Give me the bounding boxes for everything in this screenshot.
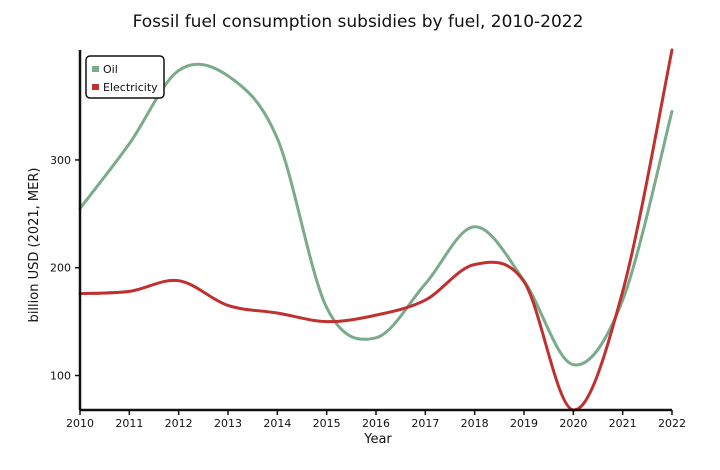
legend-swatch-electricity xyxy=(92,84,99,90)
x-tick-label: 2021 xyxy=(609,417,637,430)
y-ticks: 100 200 300 xyxy=(50,154,80,383)
legend: Oil Electricity xyxy=(85,55,165,99)
series-layer xyxy=(78,48,674,412)
chart-title: Fossil fuel consumption subsidies by fue… xyxy=(133,12,584,32)
legend-swatch-oil xyxy=(92,66,99,72)
x-tick-label: 2015 xyxy=(313,417,341,430)
y-axis-label: billion USD (2021, MER) xyxy=(27,168,42,323)
x-tick-label: 2018 xyxy=(461,417,489,430)
x-tick-label: 2011 xyxy=(115,417,143,430)
x-tick-label: 2022 xyxy=(658,417,686,430)
x-tick-label: 2016 xyxy=(362,417,390,430)
x-tick-label: 2012 xyxy=(165,417,193,430)
y-tick-label: 100 xyxy=(50,370,71,383)
legend-label-oil: Oil xyxy=(103,63,118,76)
x-axis-label: Year xyxy=(363,432,392,447)
x-tick-label: 2017 xyxy=(411,417,439,430)
x-tick-label: 2020 xyxy=(559,417,587,430)
x-ticks: 2010 2011 2012 2013 2014 2015 2016 2017 2018 2019… xyxy=(66,410,686,430)
x-tick-label: 2019 xyxy=(510,417,538,430)
x-tick-label: 2014 xyxy=(263,417,291,430)
series-line-electricity xyxy=(78,48,674,412)
y-tick-label: 300 xyxy=(50,154,71,167)
x-tick-label: 2013 xyxy=(214,417,242,430)
legend-box xyxy=(85,55,165,99)
x-tick-label: 2010 xyxy=(66,417,94,430)
legend-label-electricity: Electricity xyxy=(103,81,158,94)
y-tick-label: 200 xyxy=(50,262,71,275)
series-line-oil xyxy=(78,62,674,367)
